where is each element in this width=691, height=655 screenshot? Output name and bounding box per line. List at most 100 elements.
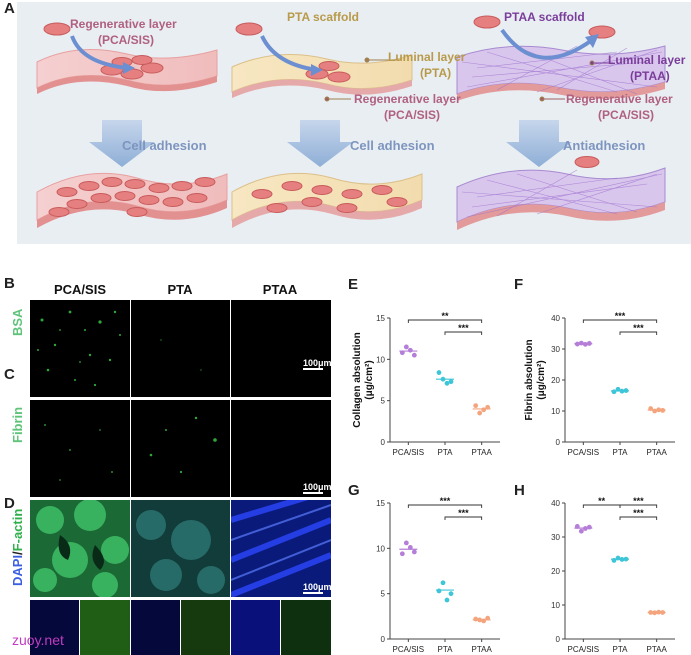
panel-b-label: B <box>4 275 15 292</box>
leader-lines <box>324 57 613 102</box>
data-point <box>611 389 617 395</box>
x-tick-label: PTA <box>613 448 629 457</box>
image-fibrin-pcasis <box>30 400 130 497</box>
data-point <box>473 403 479 409</box>
chart-e: 0 5 10 15 PCA/SIS PTA PTAA Collagen absolution(… <box>352 311 500 457</box>
arrow-curve-2 <box>260 35 318 72</box>
data-point <box>407 347 413 353</box>
data-point <box>444 597 450 603</box>
x-tick-label: PTAA <box>647 448 668 457</box>
row-label-factin: F-actin <box>10 508 25 552</box>
y-tick-label: 30 <box>551 533 560 542</box>
panel-f-label: F <box>514 276 524 293</box>
significance-bracket <box>619 331 658 335</box>
data-point <box>407 545 413 550</box>
luminal-ptaa-sub: (PTAA) <box>630 69 670 83</box>
ptaa-scaffold-title: PTAA scaffold <box>504 10 585 24</box>
significance-label: ** <box>441 311 449 321</box>
chart-f: 0 10 20 30 40 PCA/SIS PTA PTAA Fibrin absolution… <box>524 311 675 457</box>
chart-g: 0 5 10 15 PCA/SIS PTA PTAA *** *** <box>376 496 500 654</box>
panel-e-label: E <box>348 276 359 293</box>
panel-a-label: A <box>4 0 15 17</box>
y-axis-label: Collagen absolution <box>352 332 363 428</box>
data-point <box>477 410 483 416</box>
x-tick-label: PTAA <box>647 645 668 654</box>
data-point <box>444 380 450 386</box>
significance-bracket <box>407 504 483 508</box>
data-point <box>578 528 584 534</box>
y-tick-label: 10 <box>551 601 560 610</box>
significance-label: *** <box>458 323 469 333</box>
thumb-factin-ptaa <box>281 600 331 655</box>
watermark: zuoy.net <box>12 632 64 648</box>
panel-h-label: H <box>514 482 525 499</box>
data-point <box>403 344 409 350</box>
col-head-pcasis: PCA/SIS <box>53 282 106 297</box>
scale-bar <box>303 592 323 594</box>
significance-label: *** <box>440 496 451 506</box>
image-bsa-pta <box>131 300 230 397</box>
y-tick-label: 20 <box>551 567 560 576</box>
y-axis-label: Fibrin absolution <box>524 339 535 420</box>
x-tick-label: PTA <box>438 448 454 457</box>
row-label-fibrin: Fibrin <box>10 406 25 443</box>
significance-bracket <box>619 516 658 520</box>
significance-label: *** <box>615 311 626 321</box>
data-point <box>582 341 588 347</box>
thumb-dapi-ptaa <box>231 600 280 655</box>
scale-bar <box>303 492 323 494</box>
regen-layer-sub: (PCA/SIS) <box>98 33 155 47</box>
row-label-dapi: DAPI <box>10 554 25 586</box>
data-point <box>411 352 417 358</box>
scale-label: 100μm <box>303 482 331 492</box>
y-tick-label: 10 <box>376 544 385 553</box>
significance-label: *** <box>633 323 644 333</box>
y-tick-label: 0 <box>556 438 561 447</box>
luminal-ptaa-label: Luminal layer <box>608 53 686 67</box>
arrow-curve-1 <box>70 35 130 70</box>
y-tick-label: 40 <box>551 499 560 508</box>
y-tick-label: 10 <box>551 407 560 416</box>
scale-label: 100μm <box>303 582 331 592</box>
down-arrows <box>89 120 572 167</box>
data-point <box>586 524 592 530</box>
image-bsa-pcasis <box>30 300 130 397</box>
row-label-dapi-factin: DAPI/F-actin <box>10 509 25 586</box>
x-tick-label: PCA/SIS <box>393 448 425 457</box>
cell-adhesion-label-2: Cell adhesion <box>350 138 435 153</box>
luminal-pta-label: Luminal layer <box>388 50 466 64</box>
image-bsa-ptaa: 100μm <box>231 300 331 397</box>
significance-bracket <box>407 319 483 323</box>
significance-bracket <box>444 516 483 520</box>
y-tick-label: 0 <box>381 438 386 447</box>
data-point <box>411 549 417 555</box>
y-tick-label: 15 <box>376 499 385 508</box>
antiadhesion-label: Antiadhesion <box>563 138 646 153</box>
significance-label: *** <box>458 508 469 518</box>
image-dapi-pcasis <box>30 500 130 597</box>
panel-a-schematic <box>36 15 666 230</box>
x-tick-label: PTA <box>438 645 454 654</box>
significance-bracket <box>582 319 658 323</box>
x-tick-label: PCA/SIS <box>393 645 425 654</box>
scale-label: 100μm <box>303 358 331 368</box>
data-point <box>440 580 446 586</box>
regen-right-label: Regenerative layer <box>566 92 673 106</box>
x-tick-label: PCA/SIS <box>568 448 600 457</box>
data-point <box>448 591 454 597</box>
pta-scaffold-title: PTA scaffold <box>287 10 360 24</box>
arrow-curve-3 <box>500 28 594 60</box>
significance-bracket <box>444 331 483 335</box>
sheet-bottom-3 <box>456 167 666 230</box>
data-point <box>481 407 487 413</box>
x-tick-label: PTAA <box>472 645 493 654</box>
significance-label: *** <box>633 496 644 506</box>
regen-mid-sub: (PCA/SIS) <box>384 108 441 122</box>
cell-adhesion-label-1: Cell adhesion <box>122 138 207 153</box>
regen-layer-title: Regenerative layer <box>70 17 177 31</box>
data-point <box>436 370 442 375</box>
image-fibrin-ptaa: 100μm <box>231 400 331 497</box>
y-tick-label: 20 <box>551 376 560 385</box>
y-tick-label: 5 <box>381 590 386 599</box>
